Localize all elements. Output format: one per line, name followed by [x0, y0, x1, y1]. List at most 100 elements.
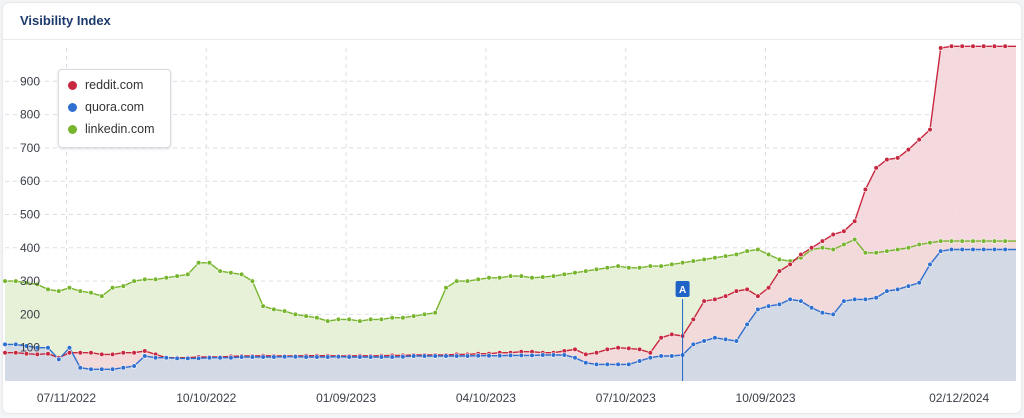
point-linkedin.com — [529, 275, 535, 281]
point-quora.com — [895, 286, 901, 293]
point-linkedin.com — [497, 275, 503, 281]
point-linkedin.com — [389, 315, 395, 321]
point-quora.com — [808, 305, 815, 311]
point-linkedin.com — [411, 313, 417, 319]
point-linkedin.com — [765, 251, 772, 258]
point-reddit.com — [658, 335, 664, 341]
point-quora.com — [733, 338, 740, 344]
point-quora.com — [722, 336, 729, 343]
annotation-layer: A — [675, 281, 690, 381]
point-quora.com — [841, 298, 847, 304]
point-quora.com — [991, 246, 998, 253]
point-reddit.com — [970, 43, 976, 49]
point-linkedin.com — [507, 273, 514, 279]
point-linkedin.com — [23, 280, 30, 286]
point-linkedin.com — [292, 311, 299, 318]
point-linkedin.com — [163, 275, 169, 281]
point-quora.com — [658, 353, 664, 359]
point-linkedin.com — [615, 263, 621, 269]
point-linkedin.com — [938, 238, 944, 244]
point-quora.com — [744, 321, 750, 328]
point-reddit.com — [120, 350, 126, 356]
point-linkedin.com — [228, 270, 234, 276]
point-linkedin.com — [970, 238, 976, 244]
point-linkedin.com — [862, 250, 869, 256]
point-reddit.com — [981, 43, 987, 49]
point-quora.com — [66, 345, 73, 351]
point-linkedin.com — [819, 245, 826, 251]
point-linkedin.com — [314, 315, 320, 321]
point-reddit.com — [948, 43, 955, 49]
point-quora.com — [303, 354, 309, 360]
point-reddit.com — [131, 350, 137, 356]
point-linkedin.com — [916, 241, 922, 248]
point-quora.com — [389, 354, 395, 360]
point-linkedin.com — [260, 303, 266, 309]
point-quora.com — [572, 355, 578, 361]
y-tick-label: 500 — [20, 208, 40, 222]
point-linkedin.com — [239, 271, 245, 278]
point-linkedin.com — [185, 271, 191, 278]
point-linkedin.com — [454, 278, 460, 284]
legend-label-quora: quora.com — [85, 100, 145, 114]
point-quora.com — [56, 356, 62, 363]
point-quora.com — [636, 358, 643, 364]
y-axis-ticks: 100 200 300 400 500 600 700 800 900 — [20, 74, 40, 354]
point-quora.com — [454, 353, 460, 359]
x-tick-label: 02/12/2024 — [929, 391, 989, 405]
point-reddit.com — [615, 345, 621, 351]
legend-label-linkedin: linkedin.com — [85, 122, 155, 136]
point-linkedin.com — [518, 273, 524, 279]
point-quora.com — [368, 354, 374, 360]
point-quora.com — [400, 354, 406, 360]
point-quora.com — [314, 354, 320, 360]
point-reddit.com — [712, 296, 718, 303]
point-linkedin.com — [174, 273, 180, 279]
point-quora.com — [669, 353, 675, 359]
point-quora.com — [88, 366, 94, 372]
point-quora.com — [701, 338, 707, 344]
point-reddit.com — [647, 350, 653, 356]
point-quora.com — [228, 355, 234, 361]
point-linkedin.com — [56, 288, 62, 294]
point-linkedin.com — [120, 283, 126, 289]
point-reddit.com — [905, 147, 912, 153]
y-tick-label: 900 — [20, 74, 40, 88]
point-linkedin.com — [475, 276, 481, 283]
chart-card: Visibility Index A 100 200 300 400 500 600 700… — [3, 3, 1021, 413]
point-linkedin.com — [217, 268, 223, 274]
point-linkedin.com — [540, 274, 546, 280]
point-reddit.com — [755, 293, 761, 299]
point-quora.com — [142, 353, 148, 359]
legend-item-linkedin[interactable]: linkedin.com — [68, 120, 154, 138]
point-reddit.com — [572, 346, 578, 353]
point-reddit.com — [13, 350, 19, 356]
point-reddit.com — [959, 43, 965, 49]
point-reddit.com — [819, 238, 826, 244]
point-quora.com — [819, 310, 826, 316]
point-linkedin.com — [701, 256, 707, 263]
point-linkedin.com — [400, 315, 406, 321]
point-reddit.com — [604, 346, 610, 353]
chart-title: Visibility Index — [20, 13, 111, 28]
point-reddit.com — [776, 268, 783, 274]
legend-item-reddit[interactable]: reddit.com — [68, 76, 143, 94]
y-tick-label: 700 — [20, 141, 40, 155]
point-linkedin.com — [13, 278, 19, 284]
point-quora.com — [292, 354, 299, 360]
point-quora.com — [507, 352, 514, 359]
point-reddit.com — [88, 350, 94, 356]
point-quora.com — [45, 345, 51, 351]
point-linkedin.com — [593, 266, 600, 273]
point-quora.com — [249, 354, 255, 360]
series-points — [3, 43, 1008, 372]
point-linkedin.com — [583, 268, 589, 274]
point-linkedin.com — [421, 311, 428, 318]
point-linkedin.com — [282, 308, 288, 314]
point-linkedin.com — [196, 260, 202, 266]
point-quora.com — [1002, 246, 1008, 253]
legend-item-quora[interactable]: quora.com — [68, 98, 144, 116]
point-linkedin.com — [77, 288, 83, 294]
point-quora.com — [325, 354, 331, 360]
legend-dot-quora — [68, 102, 77, 112]
